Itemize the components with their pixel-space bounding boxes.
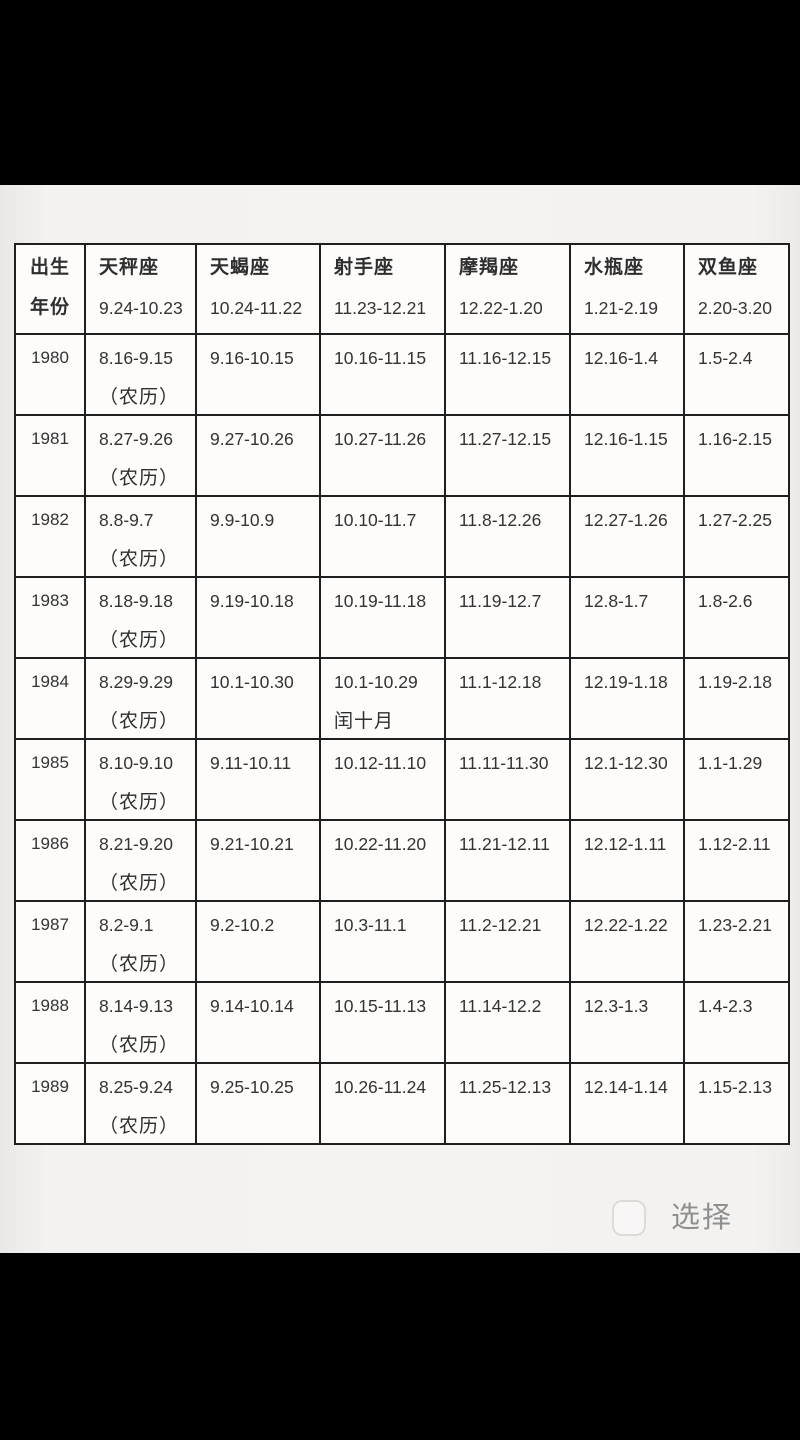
header-row: 出生 年份 天秤座 9.24-10.23 天蝎座 10.24-11.22 射手座 11.23-… xyxy=(14,243,790,335)
year-cell: 1988 xyxy=(14,981,86,1064)
table-cell: 1.4-2.3 xyxy=(683,981,790,1064)
table-cell: 10.3-11.1 xyxy=(319,900,446,983)
table-cell: 1.5-2.4 xyxy=(683,333,790,416)
year-cell: 1984 xyxy=(14,657,86,740)
table-cell: 11.8-12.26 xyxy=(444,495,571,578)
table-cell: 10.10-11.7 xyxy=(319,495,446,578)
table-cell: 12.3-1.3 xyxy=(569,981,685,1064)
table-row: 1988 8.14-9.13 （农历） 9.14-10.14 10.15-11.13 11… xyxy=(14,981,790,1064)
table-cell: 1.8-2.6 xyxy=(683,576,790,659)
year-cell: 1987 xyxy=(14,900,86,983)
table-cell: 11.21-12.11 xyxy=(444,819,571,902)
table-cell: 9.27-10.26 xyxy=(195,414,321,497)
table-cell: 9.11-10.11 xyxy=(195,738,321,821)
table-row: 1985 8.10-9.10 （农历） 9.11-10.11 10.12-11.10 11… xyxy=(14,738,790,821)
table-cell: 10.12-11.10 xyxy=(319,738,446,821)
table-cell: 10.22-11.20 xyxy=(319,819,446,902)
table-row: 1987 8.2-9.1 （农历） 9.2-10.2 10.3-11.1 11.2-12.… xyxy=(14,900,790,983)
table-cell: 11.25-12.13 xyxy=(444,1062,571,1145)
table-cell: 8.8-9.7 （农历） xyxy=(84,495,197,578)
table-cell: 12.1-12.30 xyxy=(569,738,685,821)
year-cell: 1981 xyxy=(14,414,86,497)
table-row: 1986 8.21-9.20 （农历） 9.21-10.21 10.22-11.20 11… xyxy=(14,819,790,902)
table-cell: 1.15-2.13 xyxy=(683,1062,790,1145)
table-cell: 11.2-12.21 xyxy=(444,900,571,983)
table-cell: 10.19-11.18 xyxy=(319,576,446,659)
table-cell: 12.16-1.4 xyxy=(569,333,685,416)
table-cell: 11.11-11.30 xyxy=(444,738,571,821)
table-cell: 1.1-1.29 xyxy=(683,738,790,821)
table-row: 1983 8.18-9.18 （农历） 9.19-10.18 10.19-11.18 11… xyxy=(14,576,790,659)
column-header: 天秤座 9.24-10.23 xyxy=(84,243,197,335)
table-cell: 11.1-12.18 xyxy=(444,657,571,740)
table-cell: 9.19-10.18 xyxy=(195,576,321,659)
table-cell: 8.25-9.24 （农历） xyxy=(84,1062,197,1145)
table-cell: 12.8-1.7 xyxy=(569,576,685,659)
table-cell: 10.16-11.15 xyxy=(319,333,446,416)
table-cell: 10.26-11.24 xyxy=(319,1062,446,1145)
table-cell: 12.14-1.14 xyxy=(569,1062,685,1145)
table-cell: 8.29-9.29 （农历） xyxy=(84,657,197,740)
table-cell: 1.12-2.11 xyxy=(683,819,790,902)
table-row: 1980 8.16-9.15 （农历） 9.16-10.15 10.16-11.15 11… xyxy=(14,333,790,416)
table-cell: 9.14-10.14 xyxy=(195,981,321,1064)
table-cell: 11.27-12.15 xyxy=(444,414,571,497)
year-cell: 1985 xyxy=(14,738,86,821)
column-header: 射手座 11.23-12.21 xyxy=(319,243,446,335)
table-cell: 1.19-2.18 xyxy=(683,657,790,740)
table-cell: 1.16-2.15 xyxy=(683,414,790,497)
table-cell: 11.14-12.2 xyxy=(444,981,571,1064)
table-cell: 9.21-10.21 xyxy=(195,819,321,902)
year-cell: 1986 xyxy=(14,819,86,902)
table-row: 1989 8.25-9.24 （农历） 9.25-10.25 10.26-11.24 11… xyxy=(14,1062,790,1145)
select-label[interactable]: 选择 xyxy=(671,1202,734,1234)
year-cell: 1989 xyxy=(14,1062,86,1145)
table-cell: 9.16-10.15 xyxy=(195,333,321,416)
table-cell: 1.23-2.21 xyxy=(683,900,790,983)
table-cell: 8.16-9.15 （农历） xyxy=(84,333,197,416)
column-header: 水瓶座 1.21-2.19 xyxy=(569,243,685,335)
zodiac-table: 出生 年份 天秤座 9.24-10.23 天蝎座 10.24-11.22 射手座 11.23-… xyxy=(14,243,790,1145)
table-header: 出生 年份 天秤座 9.24-10.23 天蝎座 10.24-11.22 射手座 11.23-… xyxy=(14,243,790,335)
table-cell: 12.22-1.22 xyxy=(569,900,685,983)
table-cell: 8.2-9.1 （农历） xyxy=(84,900,197,983)
table-cell: 12.16-1.15 xyxy=(569,414,685,497)
table-cell: 11.19-12.7 xyxy=(444,576,571,659)
year-cell: 1983 xyxy=(14,576,86,659)
table-cell: 12.12-1.11 xyxy=(569,819,685,902)
select-checkbox[interactable] xyxy=(612,1200,646,1236)
bottom-letterbox xyxy=(0,1253,800,1440)
year-cell: 1982 xyxy=(14,495,86,578)
table-body: 1980 8.16-9.15 （农历） 9.16-10.15 10.16-11.15 11… xyxy=(14,333,790,1145)
year-cell: 1980 xyxy=(14,333,86,416)
table-cell: 8.10-9.10 （农历） xyxy=(84,738,197,821)
year-column-header: 出生 年份 xyxy=(14,243,86,335)
table-cell: 10.1-10.30 xyxy=(195,657,321,740)
table-cell: 9.2-10.2 xyxy=(195,900,321,983)
table-cell: 8.18-9.18 （农历） xyxy=(84,576,197,659)
top-letterbox xyxy=(0,0,800,185)
column-header: 双鱼座 2.20-3.20 xyxy=(683,243,790,335)
table-cell: 12.19-1.18 xyxy=(569,657,685,740)
table-cell: 1.27-2.25 xyxy=(683,495,790,578)
table-cell: 10.15-11.13 xyxy=(319,981,446,1064)
column-header: 天蝎座 10.24-11.22 xyxy=(195,243,321,335)
table-row: 1984 8.29-9.29 （农历） 10.1-10.30 10.1-10.29 闰十月… xyxy=(14,657,790,740)
table-cell: 8.21-9.20 （农历） xyxy=(84,819,197,902)
photo-area: 出生 年份 天秤座 9.24-10.23 天蝎座 10.24-11.22 射手座 11.23-… xyxy=(0,185,800,1253)
select-row: 选择 xyxy=(0,1197,800,1241)
table-cell: 9.25-10.25 xyxy=(195,1062,321,1145)
table-row: 1981 8.27-9.26 （农历） 9.27-10.26 10.27-11.26 11… xyxy=(14,414,790,497)
table-cell: 12.27-1.26 xyxy=(569,495,685,578)
table-cell: 11.16-12.15 xyxy=(444,333,571,416)
table-cell: 9.9-10.9 xyxy=(195,495,321,578)
table-cell: 8.27-9.26 （农历） xyxy=(84,414,197,497)
column-header: 摩羯座 12.22-1.20 xyxy=(444,243,571,335)
table-row: 1982 8.8-9.7 （农历） 9.9-10.9 10.10-11.7 11.8-12… xyxy=(14,495,790,578)
table-cell: 10.27-11.26 xyxy=(319,414,446,497)
table-cell: 8.14-9.13 （农历） xyxy=(84,981,197,1064)
table-cell: 10.1-10.29 闰十月 xyxy=(319,657,446,740)
